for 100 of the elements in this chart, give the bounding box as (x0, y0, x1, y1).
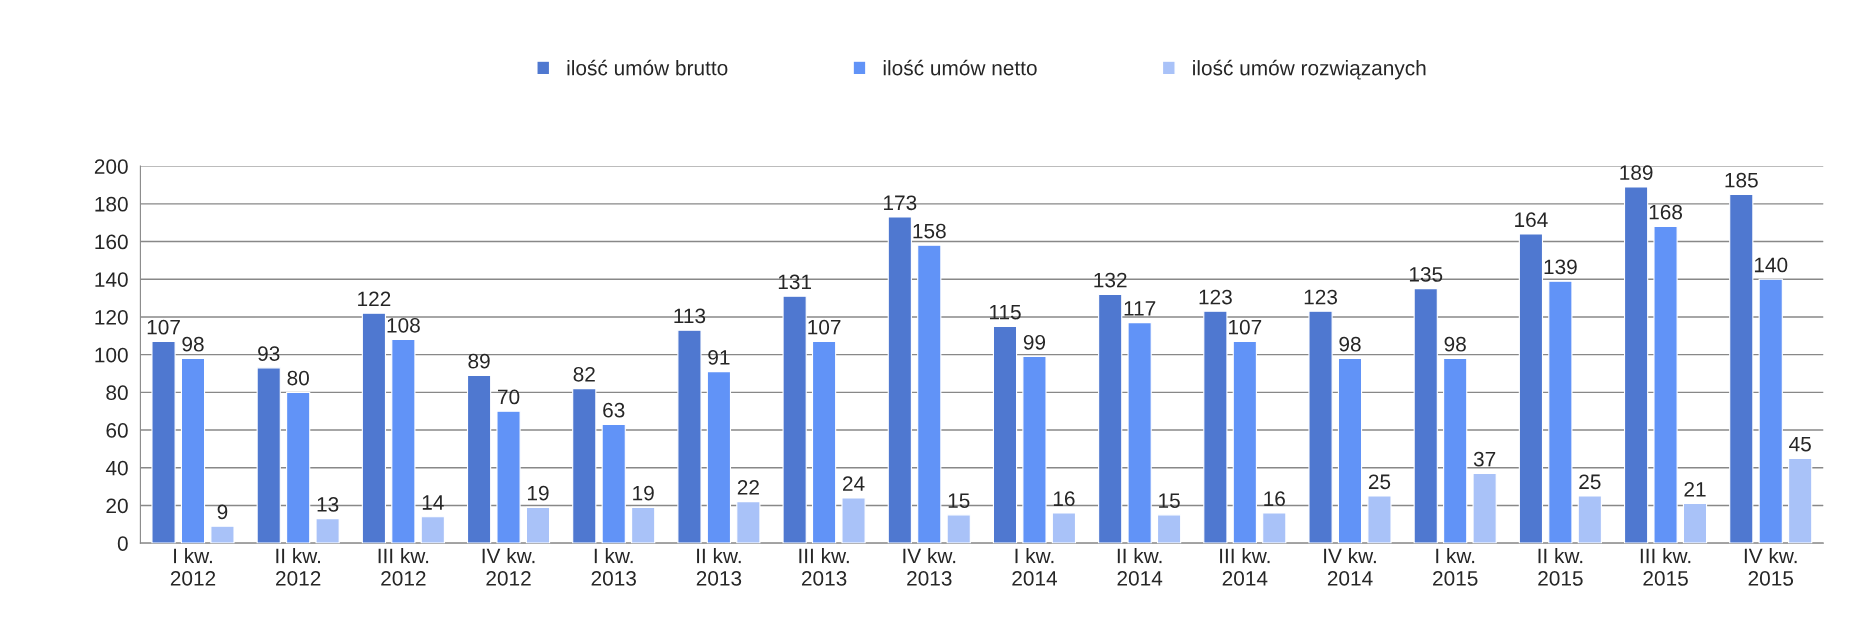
bar (631, 506, 656, 544)
bar (917, 244, 942, 544)
bar (1262, 512, 1287, 544)
y-tick-label: 160 (95, 234, 128, 250)
x-tick-label: IV kw. 2013 (903, 548, 956, 586)
x-tick-label: II kw. 2012 (276, 548, 321, 586)
bar (1788, 457, 1813, 544)
bar (420, 516, 445, 544)
data-label: 189 (1620, 165, 1653, 180)
data-label: 91 (708, 349, 730, 365)
legend-label: ilość umów brutto (567, 59, 728, 76)
bar (1127, 322, 1152, 544)
bar (1682, 503, 1708, 544)
x-tick-label: II kw. 2013 (696, 548, 742, 586)
y-tick-label: 180 (95, 196, 128, 212)
bar (1413, 288, 1438, 544)
data-label: 131 (778, 274, 811, 290)
bar (256, 367, 281, 544)
data-label: 98 (182, 336, 204, 352)
bar (1548, 280, 1573, 544)
data-label: 16 (1264, 491, 1285, 507)
bar (782, 295, 807, 544)
x-tick-label: II kw. 2014 (1117, 548, 1163, 586)
x-tick-label: I kw. 2015 (1433, 548, 1478, 586)
bar (736, 501, 761, 544)
data-label: 140 (1754, 257, 1788, 273)
data-label: 70 (498, 389, 520, 405)
y-tick-label: 60 (106, 423, 128, 438)
data-label: 117 (1124, 301, 1156, 316)
y-tick-label: 120 (95, 309, 128, 325)
bar (992, 325, 1018, 544)
bar (525, 506, 551, 544)
data-label: 132 (1094, 272, 1127, 288)
data-label: 139 (1544, 259, 1577, 275)
bar (1729, 193, 1754, 544)
data-label: 93 (258, 346, 280, 361)
bar (946, 514, 971, 544)
data-label: 122 (358, 291, 391, 307)
bar (1518, 233, 1544, 544)
data-label: 107 (1229, 319, 1262, 335)
bar (677, 329, 702, 544)
data-label: 158 (913, 223, 946, 239)
bar (1022, 355, 1047, 544)
data-label: 168 (1649, 204, 1683, 220)
x-tick-label: IV kw. 2015 (1744, 548, 1797, 586)
y-tick-label: 100 (95, 347, 128, 363)
y-tick-label: 80 (106, 385, 128, 401)
data-label: 22 (737, 480, 759, 495)
bar (1203, 310, 1228, 544)
data-label: 13 (317, 497, 339, 512)
bar (811, 340, 837, 544)
y-tick-label: 20 (106, 498, 128, 514)
data-label: 80 (287, 370, 309, 386)
data-label: 108 (387, 317, 420, 333)
y-tick-label: 140 (95, 272, 128, 287)
bar (1443, 357, 1468, 544)
bar (361, 312, 387, 544)
data-label: 45 (1789, 436, 1811, 452)
data-label: 164 (1515, 212, 1548, 228)
y-tick-label: 0 (117, 536, 128, 551)
data-label: 107 (147, 319, 180, 335)
x-tick-label: III kw. 2014 (1220, 548, 1270, 586)
x-tick-label: III kw. 2015 (1640, 548, 1691, 586)
data-label: 89 (468, 353, 490, 369)
bar (601, 423, 626, 544)
bar (1472, 472, 1497, 544)
bar (1577, 495, 1602, 544)
bar (496, 410, 521, 544)
data-label: 173 (884, 195, 917, 211)
data-label: 21 (1684, 481, 1706, 497)
data-label: 24 (843, 476, 865, 491)
data-label: 98 (1339, 336, 1361, 352)
data-label: 123 (1304, 289, 1338, 305)
x-tick-label: III kw. 2013 (799, 548, 849, 586)
bar (1653, 225, 1678, 544)
bar (572, 388, 597, 544)
bar (210, 525, 235, 544)
data-label: 25 (1579, 474, 1601, 490)
bar (466, 374, 492, 544)
data-label: 185 (1725, 172, 1758, 188)
bar (1051, 512, 1077, 544)
y-tick-label: 40 (105, 460, 128, 476)
bar (1308, 310, 1333, 544)
bar (180, 357, 206, 544)
data-label: 135 (1409, 267, 1443, 282)
data-label: 99 (1023, 334, 1046, 350)
bar (286, 391, 311, 544)
bar (1156, 514, 1182, 544)
data-label: 37 (1473, 451, 1496, 467)
x-tick-label: I kw. 2013 (591, 548, 636, 586)
bar (151, 340, 176, 544)
x-tick-label: II kw. 2015 (1538, 548, 1583, 586)
data-label: 16 (1053, 491, 1075, 507)
data-label: 14 (422, 495, 444, 510)
bar (1232, 340, 1257, 544)
bar (1337, 357, 1363, 544)
data-label: 25 (1368, 474, 1391, 490)
data-label: 9 (217, 504, 228, 520)
data-label: 123 (1199, 289, 1232, 305)
data-label: 115 (989, 304, 1021, 320)
